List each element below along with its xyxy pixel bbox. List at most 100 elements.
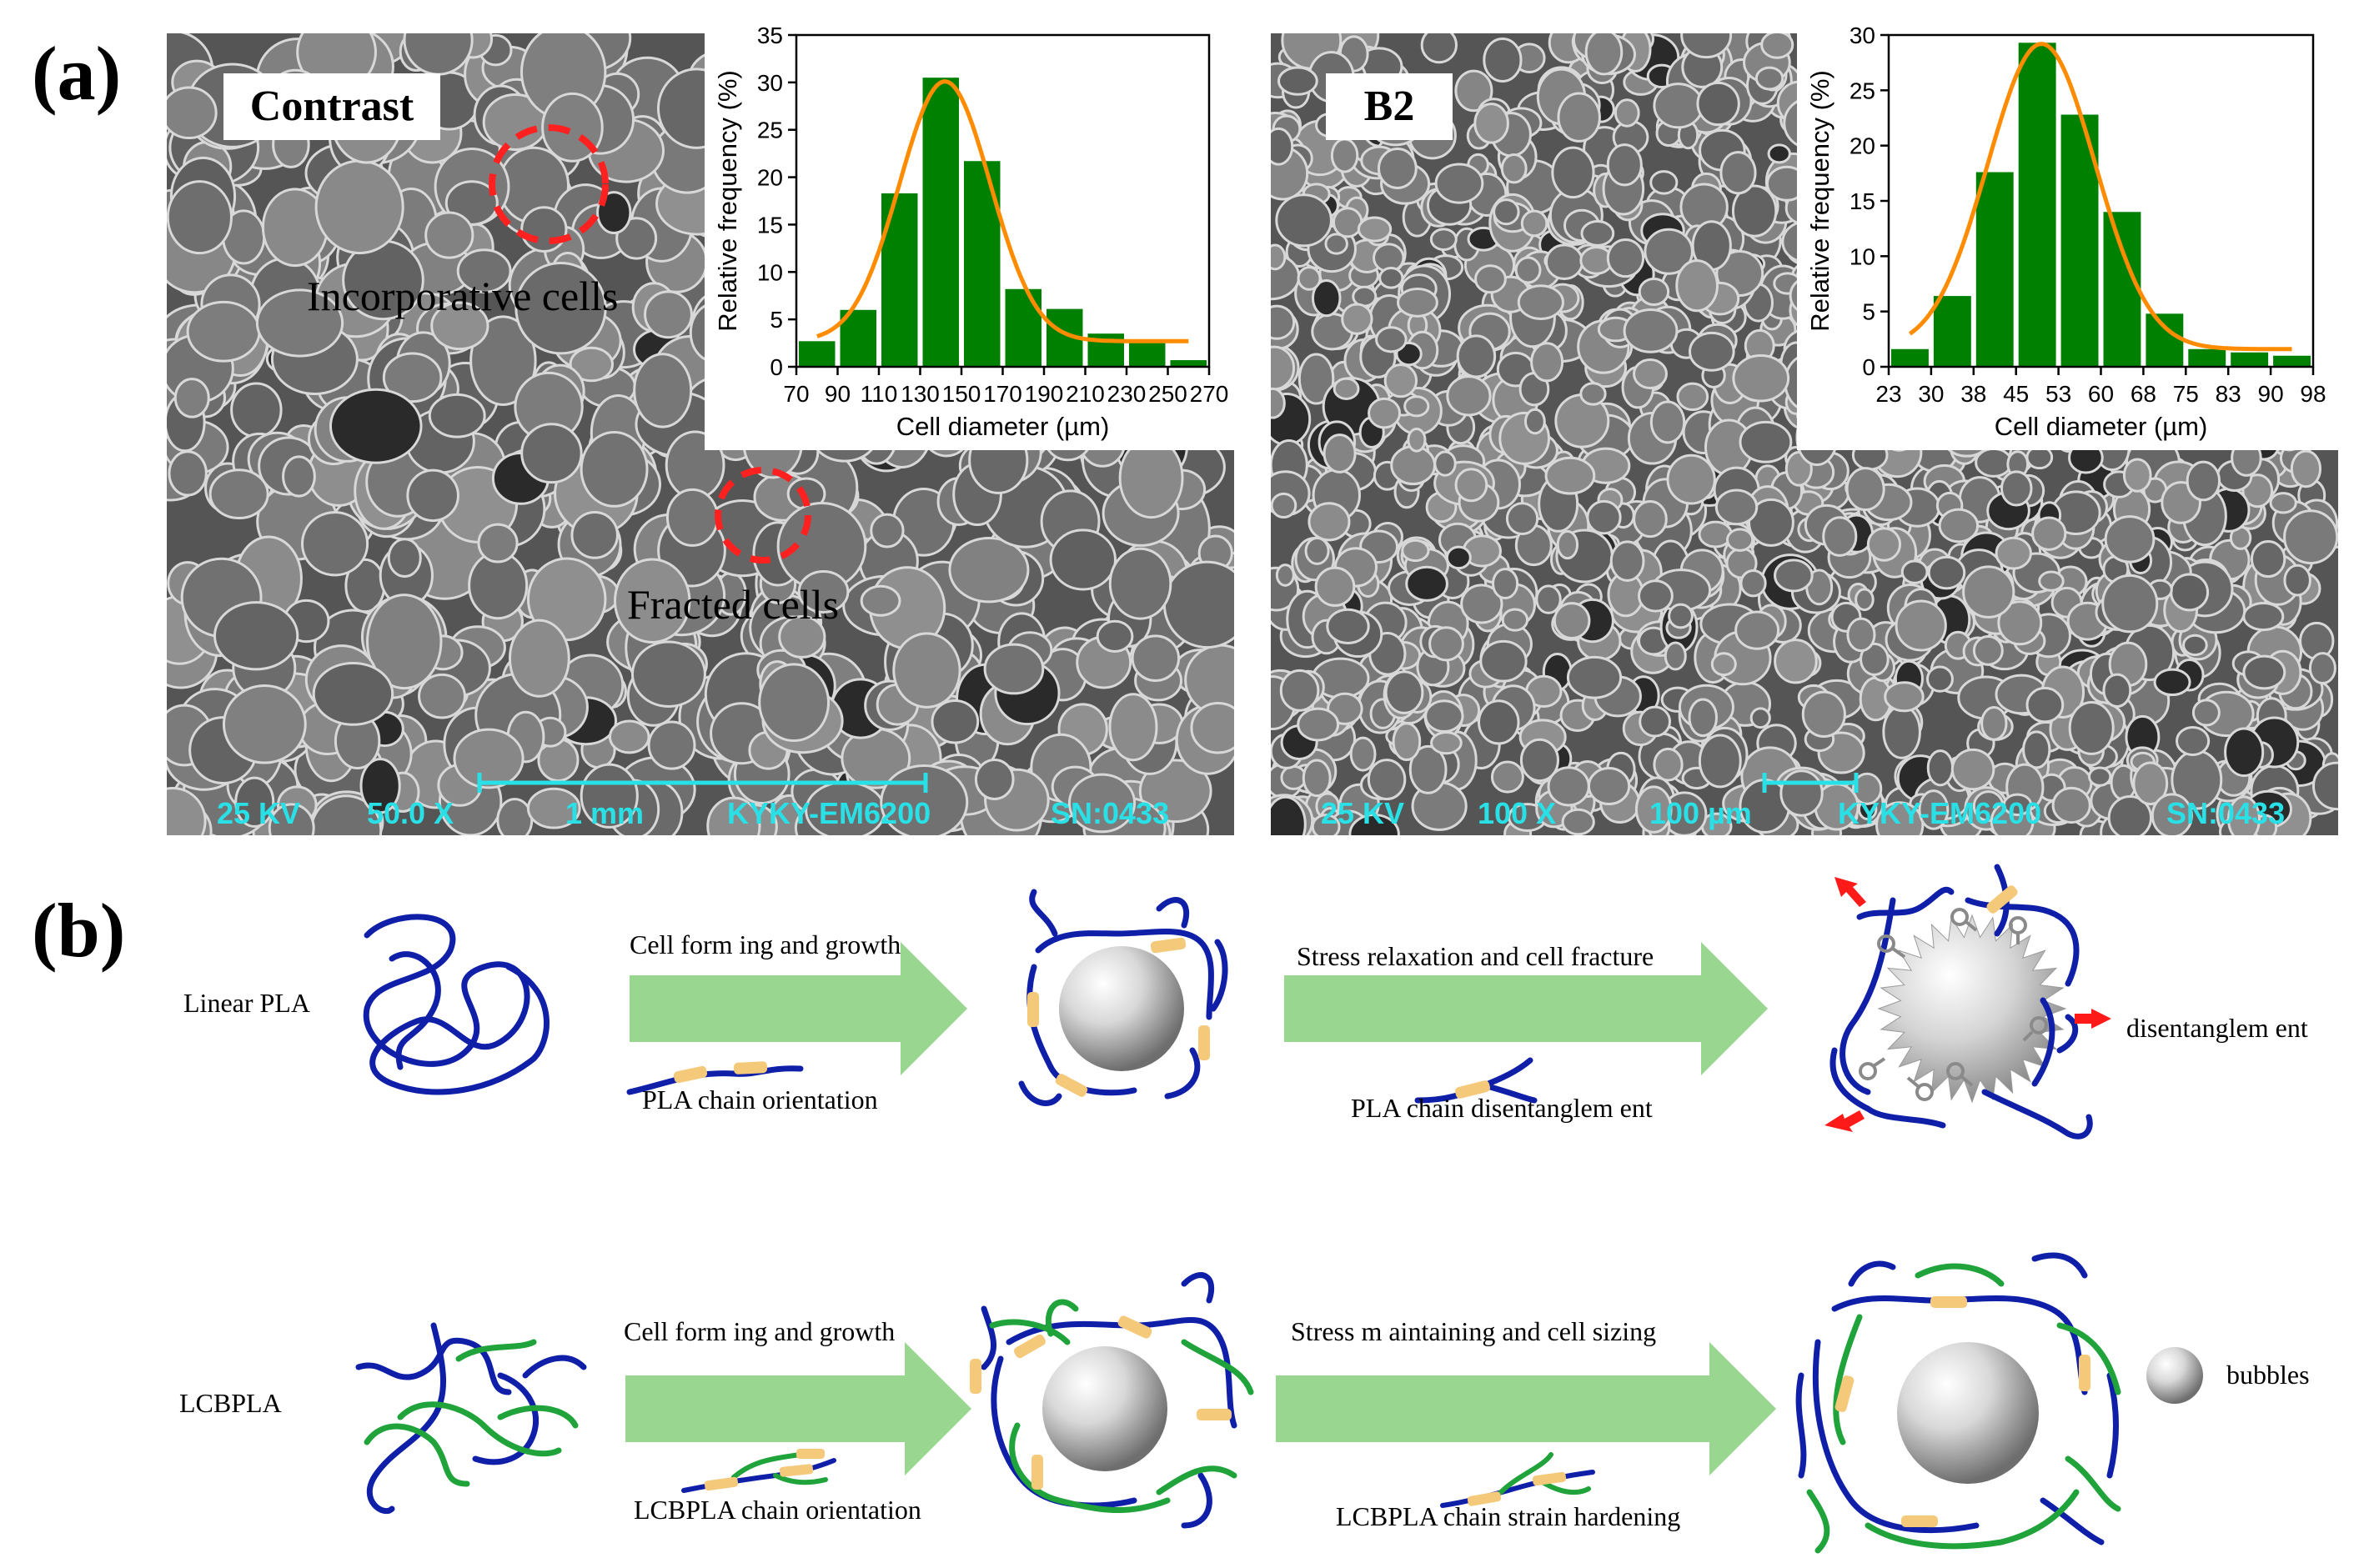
foam-cell bbox=[1884, 681, 1925, 713]
foam-cell bbox=[1638, 277, 1670, 307]
foam-cell bbox=[1479, 639, 1528, 683]
foam-cell bbox=[1688, 698, 1718, 738]
foam-cell bbox=[2153, 668, 2191, 697]
row1-step2-bottom: PLA chain disentanglem ent bbox=[1351, 1093, 1653, 1123]
x-tick-label: 250 bbox=[1148, 381, 1187, 407]
annotation-fracted-cells: Fracted cells bbox=[627, 581, 840, 628]
foam-cell bbox=[1500, 153, 1528, 184]
foam-cell bbox=[1860, 642, 1890, 676]
y-tick-label: 20 bbox=[757, 165, 783, 191]
databar-sn: SN:0433 bbox=[2166, 796, 2286, 830]
foam-cell bbox=[1846, 617, 1876, 653]
final-bubble-with-chains bbox=[1795, 1252, 2121, 1554]
x-tick-label: 83 bbox=[2216, 381, 2241, 407]
foam-cell bbox=[2269, 492, 2297, 514]
pla-chain-orientation-icon bbox=[626, 1061, 804, 1095]
foam-cell bbox=[1420, 33, 1458, 64]
row1-side-note: disentanglem ent bbox=[2126, 1013, 2308, 1043]
pla-chain-disentanglement-icon bbox=[1414, 1057, 1538, 1104]
histogram-bar bbox=[922, 78, 959, 368]
foam-cell bbox=[2182, 634, 2208, 657]
annotation-incorporative-cells: Incorporative cells bbox=[307, 273, 619, 319]
foam-cell bbox=[1341, 303, 1373, 335]
arrow-stress-maintaining-row2 bbox=[1276, 1342, 1776, 1475]
databar-mag: 100 X bbox=[1478, 796, 1557, 830]
foam-cell bbox=[2242, 654, 2286, 690]
foam-cell bbox=[418, 673, 466, 719]
foam-cell bbox=[1734, 610, 1780, 650]
foam-cell bbox=[1433, 450, 1457, 477]
foam-cell bbox=[1491, 568, 1519, 600]
arrow-cell-forming-row2 bbox=[625, 1342, 971, 1475]
x-tick-label: 90 bbox=[2258, 381, 2284, 407]
x-axis-label: Cell diameter (µm) bbox=[1995, 412, 2208, 441]
foam-cell bbox=[1866, 527, 1902, 562]
mechanism-scheme bbox=[355, 864, 2203, 1554]
foam-cell bbox=[1739, 420, 1793, 463]
x-tick-label: 23 bbox=[1875, 381, 1901, 407]
x-tick-label: 170 bbox=[983, 381, 1022, 407]
foam-cell bbox=[1505, 502, 1539, 536]
foam-cell bbox=[1774, 559, 1814, 593]
foam-cell bbox=[1456, 334, 1497, 378]
foam-cell bbox=[1997, 600, 2043, 646]
foam-cell bbox=[208, 468, 269, 520]
foam-cell bbox=[1429, 228, 1458, 251]
foam-cell bbox=[1430, 731, 1463, 755]
x-axis-label: Cell diameter (µm) bbox=[896, 412, 1110, 441]
foam-cell bbox=[2022, 730, 2051, 769]
x-tick-label: 90 bbox=[825, 381, 851, 407]
foam-cell bbox=[892, 632, 961, 709]
bubble-with-branched-chains bbox=[970, 1272, 1254, 1529]
y-tick-label: 25 bbox=[1850, 78, 1875, 103]
foam-cell bbox=[797, 570, 850, 614]
foam-cell bbox=[222, 684, 307, 764]
linear-pla-coil bbox=[363, 914, 550, 1095]
databar-kv: 25 KV bbox=[1321, 796, 1405, 830]
databar-instrument: KYKY-EM6200 bbox=[727, 796, 931, 830]
foam-cell bbox=[301, 511, 369, 577]
foam-cell bbox=[1710, 652, 1737, 677]
foam-cell bbox=[1639, 705, 1672, 738]
foam-cell bbox=[453, 728, 524, 789]
foam-cell bbox=[1367, 759, 1407, 801]
foam-cell bbox=[2031, 516, 2067, 551]
foam-cell bbox=[1653, 747, 1684, 782]
y-tick-label: 5 bbox=[770, 307, 783, 333]
foam-cell bbox=[1980, 705, 2008, 741]
foam-cell bbox=[1938, 508, 1980, 544]
foam-cell bbox=[1754, 66, 1784, 91]
foam-cell bbox=[570, 510, 619, 559]
foam-cell bbox=[1271, 127, 1294, 166]
histogram-contrast: 70 90 110 130 150 170 190 210 230 250 270 0 5 10 15 20 2… bbox=[705, 17, 1234, 450]
foam-cell bbox=[387, 538, 422, 578]
databar-scale: 100 µm bbox=[1649, 796, 1752, 830]
foam-cell bbox=[1190, 702, 1234, 754]
sem-tag-b2: B2 bbox=[1326, 73, 1453, 140]
foam-cell bbox=[1845, 467, 1885, 512]
arrow-cell-forming-row1 bbox=[630, 942, 967, 1075]
foam-cell bbox=[1408, 744, 1448, 794]
foam-cell bbox=[1556, 529, 1579, 560]
foam-cell bbox=[1349, 736, 1377, 772]
foam-cell bbox=[508, 619, 570, 698]
foam-cell bbox=[1668, 603, 1694, 629]
foam-cell bbox=[1822, 516, 1858, 557]
histogram-bar bbox=[2146, 313, 2184, 367]
foam-cell bbox=[1584, 33, 1624, 76]
row1-step2-top: Stress relaxation and cell fracture bbox=[1297, 941, 1654, 971]
foam-cell bbox=[1698, 734, 1742, 789]
panel-label-b: (b) bbox=[32, 888, 126, 973]
foam-cell bbox=[1714, 488, 1759, 526]
foam-cell bbox=[167, 180, 233, 255]
foam-cell bbox=[1392, 722, 1422, 761]
histogram-bar bbox=[2188, 348, 2226, 367]
foam-cell bbox=[1357, 216, 1393, 243]
sem-annotation-layer bbox=[1762, 773, 1859, 793]
foam-cell bbox=[2186, 460, 2221, 502]
y-tick-label: 0 bbox=[1862, 354, 1875, 380]
histogram-bar bbox=[881, 193, 918, 367]
foam-cell bbox=[1676, 382, 1709, 412]
foam-cell bbox=[1520, 209, 1548, 238]
foam-cell bbox=[1900, 559, 1929, 584]
